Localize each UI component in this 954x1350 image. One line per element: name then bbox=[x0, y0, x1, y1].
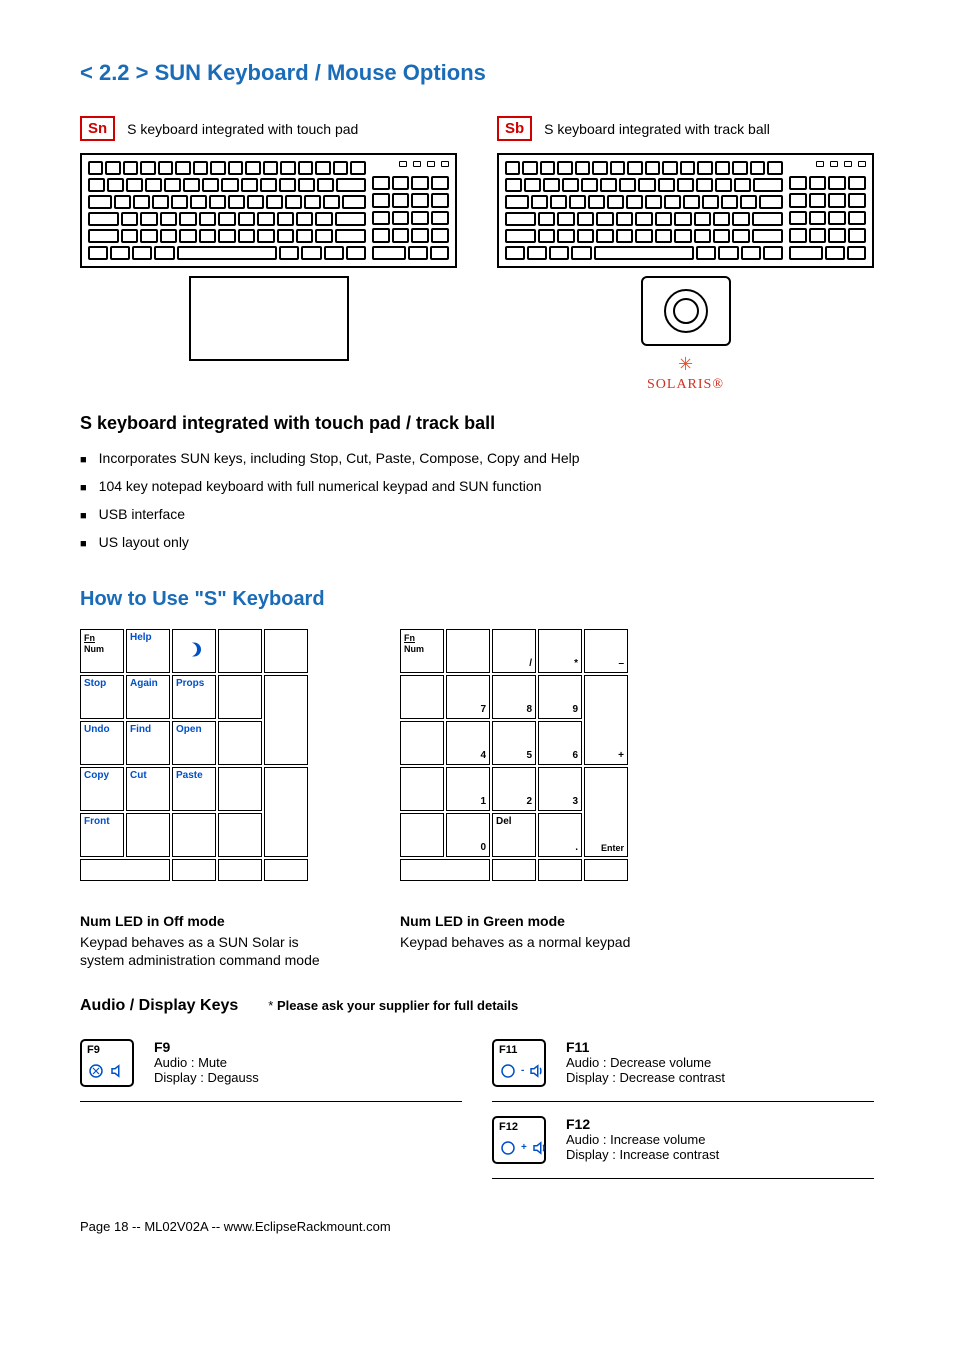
keypad-key: Front bbox=[80, 813, 124, 857]
audio-heading: Audio / Display Keys bbox=[80, 997, 238, 1015]
keypad-key bbox=[538, 859, 582, 881]
keypad-key: Del bbox=[492, 813, 536, 857]
keypad-on-col: FnNum /*– 789+456 123Enter 0Del. Num LED in … bbox=[400, 629, 700, 969]
trackball-diagram bbox=[641, 276, 731, 346]
keypad-key: 8 bbox=[492, 675, 536, 719]
keypad-key bbox=[264, 859, 308, 881]
variant-sn-col: Sn S keyboard integrated with touch pad bbox=[80, 116, 457, 393]
keypad-key: Stop bbox=[80, 675, 124, 719]
keypad-key: Enter bbox=[584, 767, 628, 857]
empty-cell bbox=[80, 1102, 462, 1179]
keypad-key: – bbox=[584, 629, 628, 673]
keypad-key: Again bbox=[126, 675, 170, 719]
keypad-key: FnNum bbox=[80, 629, 124, 673]
bullet-2: 104 key notepad keyboard with full numer… bbox=[99, 478, 542, 494]
keypad-key: 9 bbox=[538, 675, 582, 719]
keypad-key: 0 bbox=[446, 813, 490, 857]
keypad-key bbox=[218, 629, 262, 673]
fn-key-icon: F12+ bbox=[492, 1116, 546, 1164]
keypad-key bbox=[172, 859, 216, 881]
keypad-key: 7 bbox=[446, 675, 490, 719]
keypad-key bbox=[218, 767, 262, 811]
keypad-key bbox=[264, 767, 308, 857]
keypad-key: Cut bbox=[126, 767, 170, 811]
page-title: < 2.2 > SUN Keyboard / Mouse Options bbox=[80, 60, 874, 86]
keypad-key bbox=[218, 813, 262, 857]
bullet-3: USB interface bbox=[99, 506, 185, 522]
keypad-key: / bbox=[492, 629, 536, 673]
keypad-key: 2 bbox=[492, 767, 536, 811]
sun-burst-icon: ✳ bbox=[497, 354, 874, 375]
keypad-key bbox=[126, 813, 170, 857]
keyboard-diagram-sb bbox=[497, 153, 874, 268]
audio-note: * Please ask your supplier for full deta… bbox=[268, 998, 518, 1013]
keypad-key: 3 bbox=[538, 767, 582, 811]
audio-key-text: F12Audio : Increase volumeDisplay : Incr… bbox=[566, 1116, 719, 1162]
keyboard-diagram-sn bbox=[80, 153, 457, 268]
keypad-key: * bbox=[538, 629, 582, 673]
solaris-logo: ✳ SOLARIS® bbox=[497, 354, 874, 393]
keypad-key bbox=[446, 629, 490, 673]
keypad-key bbox=[172, 629, 216, 673]
keypad-key: + bbox=[584, 675, 628, 765]
keypad-key: Find bbox=[126, 721, 170, 765]
keypad-key: Paste bbox=[172, 767, 216, 811]
keypad-key bbox=[218, 721, 262, 765]
audio-key-row: F9 F9Audio : MuteDisplay : Degauss bbox=[80, 1025, 462, 1102]
bullet-4: US layout only bbox=[99, 534, 189, 550]
audio-key-text: F9Audio : MuteDisplay : Degauss bbox=[154, 1039, 259, 1085]
audio-key-row: F11- F11Audio : Decrease volumeDisplay : … bbox=[492, 1025, 874, 1102]
keypad-key: 1 bbox=[446, 767, 490, 811]
keypad-key bbox=[218, 675, 262, 719]
page-footer: Page 18 -- ML02V02A -- www.EclipseRackmo… bbox=[80, 1219, 874, 1234]
keypad-key: 4 bbox=[446, 721, 490, 765]
fn-key-icon: F11- bbox=[492, 1039, 546, 1087]
feature-bullets: Incorporates SUN keys, including Stop, C… bbox=[80, 446, 874, 558]
keypad-key bbox=[218, 859, 262, 881]
touchpad-diagram bbox=[189, 276, 349, 361]
keypad-key bbox=[80, 859, 170, 881]
section-heading: S keyboard integrated with touch pad / t… bbox=[80, 413, 495, 434]
off-caption: Num LED in Off mode bbox=[80, 913, 340, 929]
keypad-key bbox=[400, 859, 490, 881]
keypad-key: Open bbox=[172, 721, 216, 765]
sb-code: Sb bbox=[497, 116, 532, 141]
keypad-key: Props bbox=[172, 675, 216, 719]
sn-desc: S keyboard integrated with touch pad bbox=[127, 121, 358, 137]
keypad-key bbox=[264, 629, 308, 673]
keypad-key: FnNum bbox=[400, 629, 444, 673]
fn-key-icon: F9 bbox=[80, 1039, 134, 1087]
keypad-key bbox=[584, 859, 628, 881]
bullet-1: Incorporates SUN keys, including Stop, C… bbox=[99, 450, 580, 466]
keypad-key bbox=[172, 813, 216, 857]
keypad-key bbox=[400, 767, 444, 811]
on-desc: Keypad behaves as a normal keypad bbox=[400, 933, 700, 951]
solaris-brand: SOLARIS bbox=[647, 377, 712, 392]
solaris-reg: ® bbox=[712, 377, 724, 392]
keypad-on: FnNum /*– 789+456 123Enter 0Del. bbox=[400, 629, 625, 899]
keypad-key bbox=[400, 813, 444, 857]
on-caption: Num LED in Green mode bbox=[400, 913, 700, 929]
keypad-key: Help bbox=[126, 629, 170, 673]
howto-title: How to Use "S" Keyboard bbox=[80, 588, 874, 611]
keypad-key bbox=[264, 675, 308, 765]
keypad-key bbox=[400, 721, 444, 765]
audio-grid: F9F9Audio : MuteDisplay : DegaussF11-F11… bbox=[80, 1025, 874, 1179]
keypad-key: Undo bbox=[80, 721, 124, 765]
audio-key-row: F12+ F12Audio : Increase volumeDisplay : … bbox=[492, 1102, 874, 1179]
sn-code: Sn bbox=[80, 116, 115, 141]
variant-sb-col: Sb S keyboard integrated with track ball bbox=[497, 116, 874, 393]
keypad-key: 5 bbox=[492, 721, 536, 765]
off-desc: Keypad behaves as a SUN Solar is system … bbox=[80, 933, 340, 969]
variants-row: Sn S keyboard integrated with touch pad bbox=[80, 116, 874, 393]
sb-desc: S keyboard integrated with track ball bbox=[544, 121, 770, 137]
keypad-key bbox=[400, 675, 444, 719]
keypad-off: FnNumHelpStopAgainProps UndoFindOpen CopyC… bbox=[80, 629, 305, 899]
keypad-key: Copy bbox=[80, 767, 124, 811]
keypad-key: . bbox=[538, 813, 582, 857]
keypad-off-col: FnNumHelpStopAgainProps UndoFindOpen CopyC… bbox=[80, 629, 340, 969]
audio-key-text: F11Audio : Decrease volumeDisplay : Decr… bbox=[566, 1039, 725, 1085]
keypad-key bbox=[492, 859, 536, 881]
keypad-key: 6 bbox=[538, 721, 582, 765]
